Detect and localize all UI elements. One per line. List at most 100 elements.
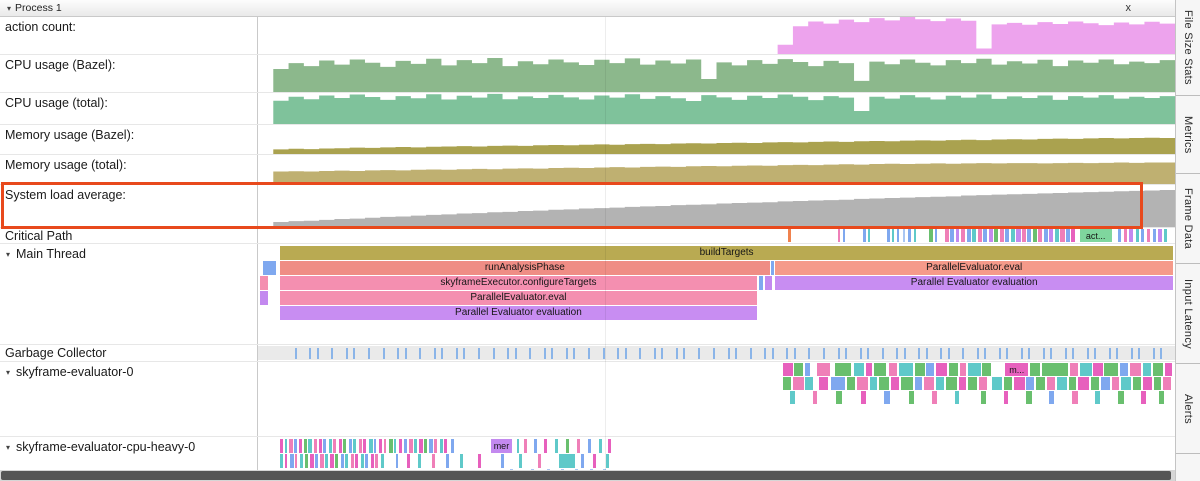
slice[interactable] [1069,363,1078,376]
slice[interactable] [931,391,938,404]
slice[interactable] [606,454,610,468]
slice[interactable] [955,229,960,242]
critical-path-track[interactable]: act... [258,228,1175,243]
slice[interactable] [1146,229,1151,242]
slice[interactable] [1120,377,1131,390]
gc-tick[interactable] [463,348,466,359]
gc-tick[interactable] [573,348,576,359]
slice[interactable] [588,439,592,453]
slice[interactable] [560,469,564,470]
gc-tick[interactable] [346,348,349,359]
slice[interactable] [348,439,353,453]
gc-tick[interactable] [764,348,767,359]
slice[interactable] [1163,229,1168,242]
slice[interactable] [1027,229,1032,242]
collapse-icon[interactable]: ▾ [6,367,11,377]
gc-tick[interactable] [514,348,517,359]
slice[interactable] [1016,229,1022,242]
slice[interactable] [935,363,947,376]
tab-alerts[interactable]: Alerts [1176,364,1200,454]
gc-tick[interactable] [1138,348,1141,359]
horizontal-scrollbar[interactable] [0,470,1175,481]
slice[interactable] [897,229,900,242]
slice[interactable] [812,391,818,404]
slice-mer[interactable]: mer [490,439,512,453]
slice[interactable] [439,439,443,453]
slice[interactable] [284,439,288,453]
slice[interactable] [368,439,373,453]
slice[interactable] [982,363,991,376]
gc-tick[interactable] [368,348,371,359]
slice[interactable] [608,439,612,453]
slice[interactable] [413,439,417,453]
gc-tick[interactable] [617,348,620,359]
slice[interactable] [1141,229,1145,242]
gc-tick[interactable] [602,348,605,359]
slice[interactable] [944,229,950,242]
gc-tick[interactable] [712,348,715,359]
slice[interactable] [1026,377,1034,390]
gc-tick[interactable] [624,348,627,359]
slice[interactable] [589,469,594,470]
slice[interactable] [789,391,796,404]
slice[interactable] [972,229,976,242]
slice[interactable] [399,439,403,453]
gc-tick[interactable] [544,348,547,359]
gc-tick[interactable] [1006,348,1009,359]
slice[interactable] [330,454,335,468]
slice[interactable] [459,454,463,468]
main-thread-depth-0[interactable]: buildTargets [258,246,1175,260]
gc-tick[interactable] [1160,348,1163,359]
tab-frame-data[interactable]: Frame Data [1176,174,1200,264]
slice[interactable] [948,363,958,376]
slice[interactable] [1153,377,1162,390]
collapse-icon[interactable]: ▾ [6,442,11,452]
slice[interactable] [846,377,855,390]
slice[interactable] [510,469,513,470]
slice[interactable] [1054,229,1060,242]
slice[interactable] [599,439,602,453]
gc-tick[interactable] [551,348,554,359]
slice[interactable] [913,229,917,242]
slice[interactable] [792,377,804,390]
slice[interactable] [926,363,934,376]
gc-tick[interactable] [316,348,319,359]
slice[interactable] [959,363,966,376]
slice[interactable] [1079,363,1092,376]
slice[interactable] [516,439,520,453]
slice[interactable] [450,439,455,453]
slice[interactable] [869,377,877,390]
slice[interactable] [289,439,293,453]
gc-tick[interactable] [441,348,444,359]
collapse-process-icon[interactable]: ▾ [7,3,12,13]
slice[interactable] [1046,377,1055,390]
gc-tick[interactable] [734,348,737,359]
slice[interactable] [379,439,383,453]
slice[interactable] [817,363,831,376]
slice[interactable] [900,377,913,390]
slice[interactable] [1158,229,1163,242]
slice[interactable] [259,291,269,305]
slice[interactable] [878,377,889,390]
slice[interactable] [403,439,407,453]
slice[interactable] [978,377,987,390]
slice[interactable] [429,439,434,453]
slice[interactable] [328,439,333,453]
slice[interactable] [478,454,481,468]
gc-tick[interactable] [698,348,701,359]
slice[interactable] [523,439,528,453]
slice[interactable] [577,439,580,453]
slice[interactable] [950,229,954,242]
slice[interactable] [380,454,385,468]
slice[interactable] [1049,391,1054,404]
slice[interactable] [1118,391,1124,404]
slice[interactable] [1010,229,1016,242]
gc-tick[interactable] [749,348,752,359]
slice-parallel-evaluator-evaluation[interactable]: Parallel Evaluator evaluation [280,306,757,320]
slice[interactable] [794,363,803,376]
slice[interactable] [406,454,410,468]
slice[interactable] [961,229,965,242]
slice[interactable] [355,454,358,468]
slice[interactable] [835,391,843,404]
slice[interactable] [819,377,829,390]
